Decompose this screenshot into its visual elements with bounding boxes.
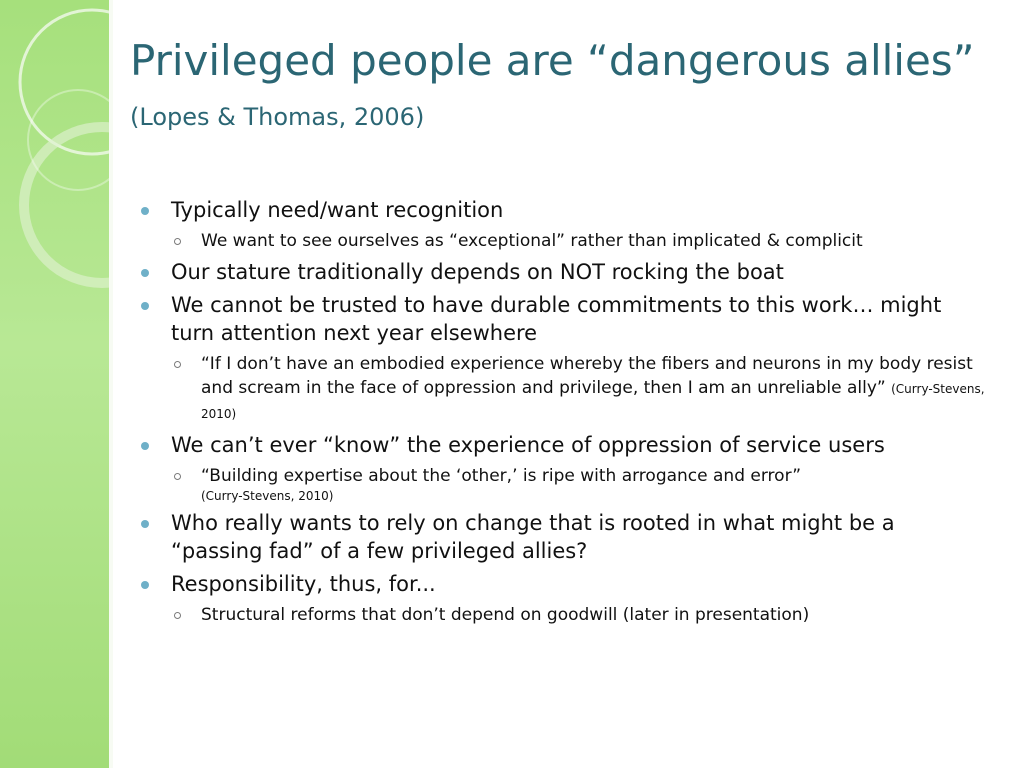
title-citation: (Lopes & Thomas, 2006) [130, 103, 425, 131]
bullet-text: Our stature traditionally depends on NOT… [171, 260, 784, 284]
sub-bullet-citation: (Curry-Stevens, 2010) [201, 382, 985, 421]
sub-bullet-ring-icon [174, 612, 181, 619]
sub-bullet-ring-icon [174, 238, 181, 245]
bullet-item: We can’t ever “know” the experience of o… [140, 431, 990, 459]
sub-bullet-text: “Building expertise about the ‘other,’ i… [201, 466, 802, 486]
slide-title-text: Privileged people are “dangerous allies” [130, 36, 975, 85]
bullet-item: Who really wants to rely on change that … [140, 509, 990, 565]
sub-bullet-citation: (Curry-Stevens, 2010) [201, 489, 334, 503]
decorative-circles [18, 8, 113, 288]
sub-bullet-text: “If I don’t have an embodied experience … [201, 354, 973, 398]
sub-bullet-item: We want to see ourselves as “exceptional… [140, 229, 990, 253]
bullet-item: Our stature traditionally depends on NOT… [140, 258, 990, 286]
sub-bullet-ring-icon [174, 361, 181, 368]
bullet-dot-icon [141, 269, 149, 277]
bullet-dot-icon [141, 442, 149, 450]
bullet-dot-icon [141, 581, 149, 589]
bullet-text: Who really wants to rely on change that … [171, 511, 895, 563]
bullet-text: Responsibility, thus, for... [171, 572, 436, 596]
sub-bullet-ring-icon [174, 473, 181, 480]
sub-bullet-text: We want to see ourselves as “exceptional… [201, 231, 863, 251]
bullet-dot-icon [141, 520, 149, 528]
bullet-dot-icon [141, 207, 149, 215]
sub-bullet-item: “If I don’t have an embodied experience … [140, 352, 990, 426]
bullet-text: We can’t ever “know” the experience of o… [171, 433, 885, 457]
sub-bullet-text: Structural reforms that don’t depend on … [201, 605, 810, 625]
bullet-item: Responsibility, thus, for... [140, 570, 990, 598]
slide-title: Privileged people are “dangerous allies”… [130, 36, 990, 142]
bullet-dot-icon [141, 302, 149, 310]
bullet-list: Typically need/want recognition We want … [140, 196, 990, 632]
decorative-side-panel [0, 0, 113, 768]
sub-bullet-item: Structural reforms that don’t depend on … [140, 603, 990, 627]
bullet-item: Typically need/want recognition [140, 196, 990, 224]
sub-bullet-item: “Building expertise about the ‘other,’ i… [140, 464, 990, 504]
bullet-text: Typically need/want recognition [171, 198, 504, 222]
bullet-item: We cannot be trusted to have durable com… [140, 291, 990, 347]
bullet-text: We cannot be trusted to have durable com… [171, 293, 942, 345]
